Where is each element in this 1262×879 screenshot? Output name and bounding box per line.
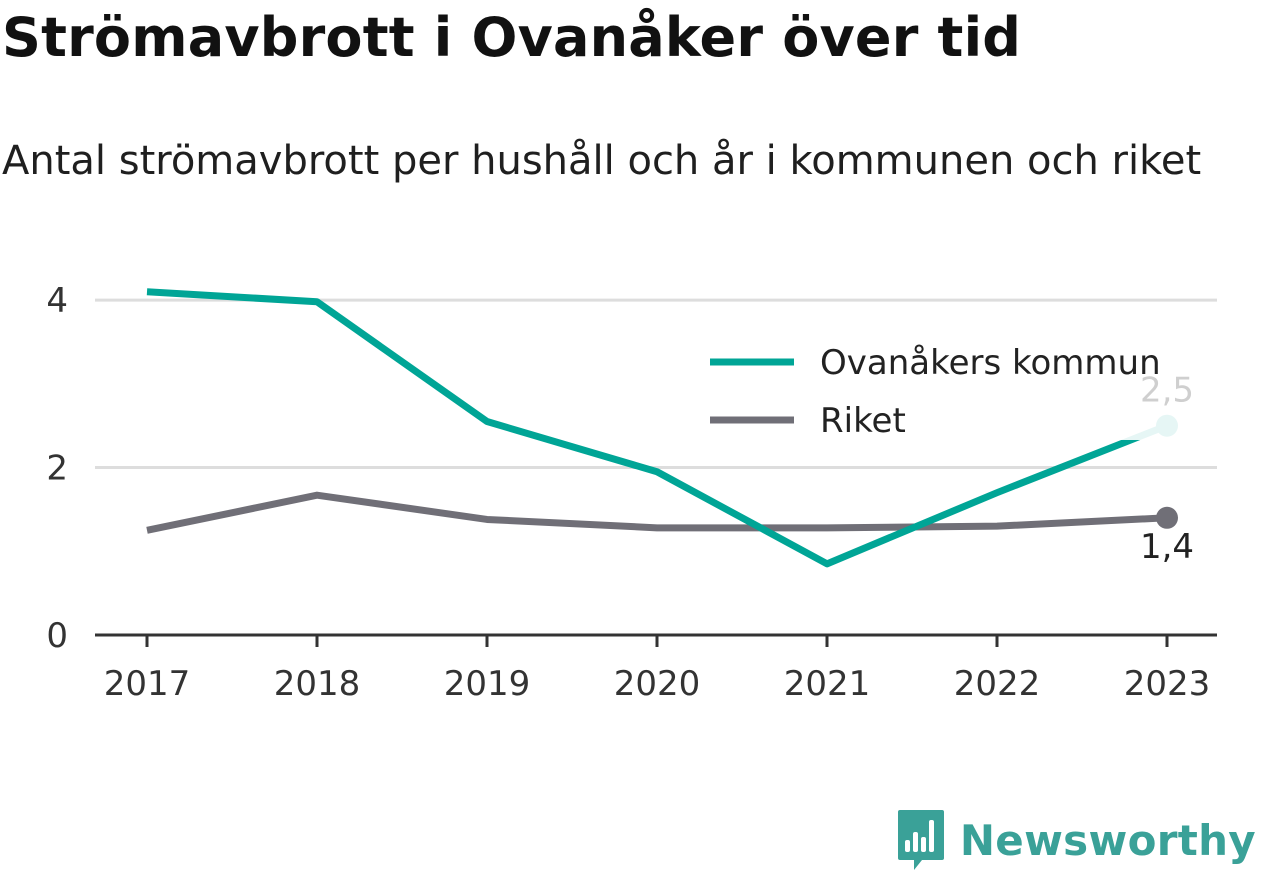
- x-tick-label: 2017: [104, 664, 191, 704]
- y-tick-label: 2: [46, 449, 68, 489]
- chart-subtitle: Antal strömavbrott per hushåll och år i …: [2, 138, 1202, 184]
- x-tick-label: 2018: [274, 664, 361, 704]
- y-axis-ticks: 0 2 4: [46, 281, 68, 656]
- x-tick-label: 2022: [954, 664, 1041, 704]
- end-label: 2,5: [1140, 371, 1194, 411]
- chart-title: Strömavbrott i Ovanåker över tid: [2, 6, 1022, 69]
- y-tick-label: 4: [46, 281, 68, 321]
- series-line: [146, 491, 1168, 534]
- legend: Ovanåkers kommun Riket: [700, 330, 1190, 441]
- x-tick-label: 2020: [614, 664, 701, 704]
- legend-label: Ovanåkers kommun: [820, 343, 1161, 383]
- series-line: [146, 288, 1169, 568]
- newsworthy-brand: Newsworthy: [896, 805, 1256, 875]
- legend-label: Riket: [820, 401, 906, 441]
- x-tick-label: 2023: [1124, 664, 1211, 704]
- series-end-point: [1156, 506, 1178, 529]
- x-tick-label: 2021: [784, 664, 871, 704]
- y-tick-label: 0: [46, 616, 68, 656]
- newsworthy-logo-icon: [897, 810, 944, 870]
- end-labels: 2,5 1,4: [1140, 371, 1194, 567]
- x-tick-label: 2019: [444, 664, 531, 704]
- x-axis-ticks: 2017 2018 2019 2020 2021 2022 2023: [104, 635, 1211, 704]
- brand-name: Newsworthy: [959, 815, 1256, 865]
- end-label: 1,4: [1140, 527, 1194, 567]
